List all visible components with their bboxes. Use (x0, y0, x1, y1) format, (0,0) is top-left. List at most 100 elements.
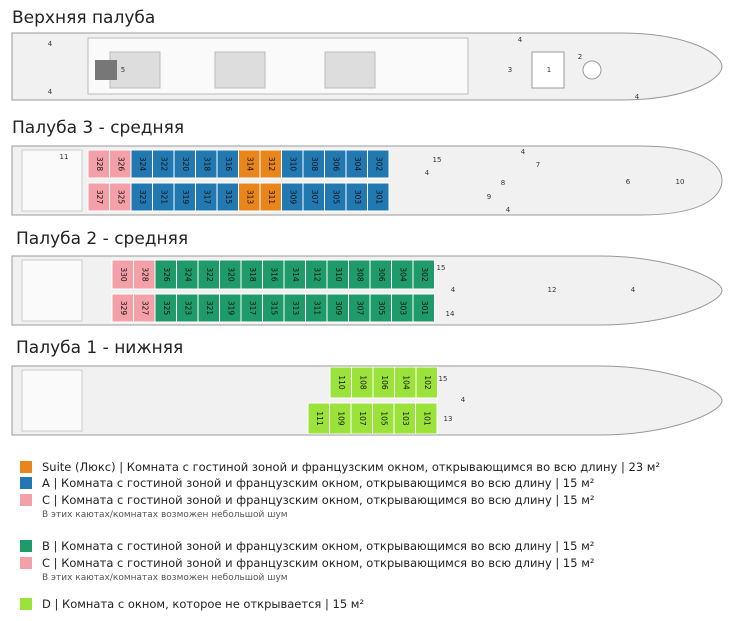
sun-area (324, 51, 376, 89)
cabin-number: 330 (119, 267, 128, 282)
cabin-number: 325 (162, 301, 171, 316)
cabin-number: 311 (267, 190, 276, 205)
cabin-number: 308 (310, 157, 319, 172)
area-label: 4 (635, 93, 640, 101)
area-label: 15 (437, 264, 446, 272)
cabin-number: 313 (291, 301, 300, 316)
legend-item: C | Комната с гостиной зоной и французск… (20, 556, 595, 570)
area-label: 2 (578, 53, 582, 61)
area-label: 4 (631, 286, 636, 294)
cabin-number: 327 (95, 190, 104, 205)
cabin-number: 108 (358, 375, 367, 390)
legend-note: В этих каютах/комнатах возможен небольшо… (42, 510, 288, 520)
cabin-number: 327 (140, 301, 149, 316)
legend-text: D | Комната с окном, которое не открывае… (42, 597, 365, 611)
cabin-number: 313 (245, 190, 254, 205)
area-label: 4 (506, 206, 511, 214)
cabin-number: 301 (374, 190, 383, 205)
cabin (367, 149, 390, 179)
cabin-number: 324 (138, 157, 147, 172)
cabin-number: 311 (312, 301, 321, 316)
cabin-number: 306 (377, 267, 386, 282)
area-label: 15 (439, 375, 448, 383)
cabin-number: 319 (226, 301, 235, 316)
cabin-number: 109 (336, 411, 345, 426)
cabin-number: 319 (181, 190, 190, 205)
area-label: 14 (446, 310, 455, 318)
helm (582, 60, 602, 80)
cabin-number: 301 (420, 301, 429, 316)
cabin-number: 305 (331, 190, 340, 205)
area-label: 4 (461, 396, 466, 404)
cabin-number: 321 (159, 190, 168, 205)
cabin-number: 314 (291, 267, 300, 282)
cabin-number: 317 (248, 301, 257, 316)
cabin-number: 318 (248, 267, 257, 282)
legend-swatch (20, 461, 32, 473)
interior (21, 149, 83, 212)
area-label: 10 (676, 178, 685, 186)
cabin-number: 303 (398, 301, 407, 316)
area-label: 4 (451, 286, 456, 294)
cabin-number: 324 (183, 267, 192, 282)
cabin-number: 103 (401, 411, 410, 426)
cabin (415, 366, 438, 399)
legend-swatch (20, 557, 32, 569)
area-label: 4 (518, 36, 523, 44)
cabin-number: 328 (95, 157, 104, 172)
cabin (367, 182, 390, 212)
cabin-number: 325 (116, 190, 125, 205)
cabin-number: 310 (334, 267, 343, 282)
legend-swatch (20, 598, 32, 610)
deck-title: Палуба 2 - средняя (16, 229, 188, 249)
cabin-number: 302 (374, 157, 383, 172)
legend-item: Suite (Люкс) | Комната с гостиной зоной … (20, 460, 660, 474)
cabin-number: 326 (116, 157, 125, 172)
area-label: 9 (487, 193, 491, 201)
deck-title: Палуба 1 - нижняя (16, 338, 183, 358)
cabin-number: 317 (202, 190, 211, 205)
cabin-number: 106 (380, 375, 389, 390)
cabin-number: 302 (420, 267, 429, 282)
legend-item: B | Комната с гостиной зоной и французск… (20, 539, 594, 553)
interior (21, 369, 83, 432)
stair (531, 51, 565, 89)
interior (21, 259, 83, 322)
cabin-number: 315 (224, 190, 233, 205)
area-label: 4 (48, 40, 53, 48)
cabin-number: 309 (288, 190, 297, 205)
cabin-number: 316 (224, 157, 233, 172)
cabin-number: 307 (355, 301, 364, 316)
area-label: 4 (521, 148, 526, 156)
cabin-number: 303 (353, 190, 362, 205)
hull (11, 365, 723, 436)
cabin-number: 312 (267, 157, 276, 172)
legend-note: В этих каютах/комнатах возможен небольшо… (42, 573, 288, 583)
cabin-number: 322 (159, 157, 168, 172)
area-label: 8 (501, 179, 505, 187)
area-label: 4 (425, 169, 430, 177)
cabin-number: 329 (119, 301, 128, 316)
cabin (412, 293, 435, 323)
cabin-number: 322 (205, 267, 214, 282)
area-label: 5 (121, 66, 125, 74)
cabin-number: 304 (353, 157, 362, 172)
cabin-number: 314 (245, 157, 254, 172)
cabin-number: 306 (331, 157, 340, 172)
area-label: 3 (508, 66, 512, 74)
area-label: 15 (433, 156, 442, 164)
cabin (415, 402, 438, 435)
legend-item: D | Комната с окном, которое не открывае… (20, 597, 364, 611)
cabin-number: 318 (202, 157, 211, 172)
cabin-number: 101 (422, 411, 431, 426)
area-label: 1 (547, 66, 551, 74)
area-label: 12 (548, 286, 557, 294)
cabin-number: 111 (315, 411, 324, 426)
legend-swatch (20, 494, 32, 506)
cabin-number: 315 (269, 301, 278, 316)
legend-swatch (20, 477, 32, 489)
cabin-number: 326 (162, 267, 171, 282)
area-label: 6 (626, 178, 631, 186)
legend-swatch (20, 540, 32, 552)
